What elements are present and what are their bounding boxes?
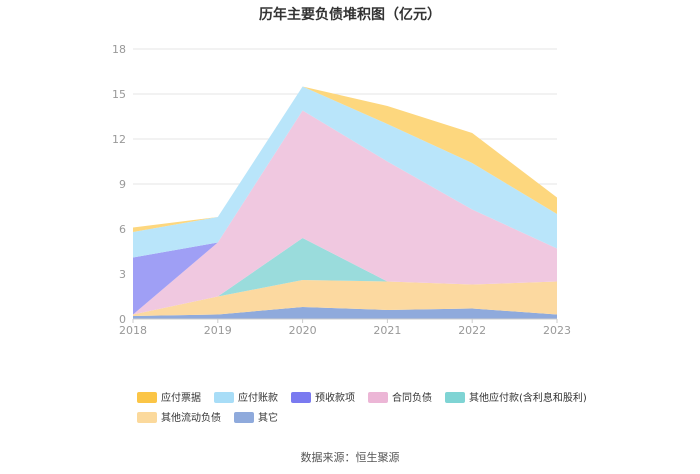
area-series-5 xyxy=(133,86,557,258)
legend-label: 其他应付款(含利息和股利) xyxy=(469,391,587,404)
area-series-2 xyxy=(133,238,557,315)
y-tick-label: 18 xyxy=(112,43,126,56)
legend-swatch xyxy=(137,412,157,423)
legend: 应付票据 应付账款 预收款项 合同负债 其他应付款(含利息和股利) 其他流动负债 其它 xyxy=(137,391,587,424)
legend-swatch xyxy=(137,392,157,403)
stacked-areas xyxy=(133,86,557,319)
y-tick-label: 3 xyxy=(119,268,126,281)
area-series-0 xyxy=(133,307,557,319)
legend-label: 应付账款 xyxy=(238,391,278,404)
legend-swatch xyxy=(445,392,465,403)
area-series-6 xyxy=(133,86,557,232)
legend-label: 其他流动负债 xyxy=(161,411,221,424)
legend-swatch xyxy=(291,392,311,403)
x-tick-label: 2023 xyxy=(543,324,571,337)
x-tick-label: 2021 xyxy=(373,324,401,337)
legend-label: 合同负债 xyxy=(392,391,432,404)
y-tick-label: 6 xyxy=(119,223,126,236)
chart-title: 历年主要负债堆积图（亿元） xyxy=(259,6,441,23)
x-tick-label: 2018 xyxy=(119,324,147,337)
axes: 0 3 6 9 12 15 18 2018 2019 2020 2021 2022 2023 xyxy=(112,43,571,337)
y-tick-label: 0 xyxy=(119,313,126,326)
area-series-1 xyxy=(133,280,557,316)
area-series-3 xyxy=(133,110,557,315)
legend-swatch xyxy=(234,412,254,423)
legend-label: 应付票据 xyxy=(161,391,201,404)
y-tick-label: 9 xyxy=(119,178,126,191)
legend-swatch xyxy=(214,392,234,403)
source-note: 数据来源：恒生聚源 xyxy=(301,450,400,464)
legend-label: 预收款项 xyxy=(315,391,355,404)
y-tick-label: 12 xyxy=(112,133,126,146)
y-tick-label: 15 xyxy=(112,88,126,101)
legend-label: 其它 xyxy=(258,411,278,424)
x-tick-label: 2020 xyxy=(289,324,317,337)
x-tick-label: 2022 xyxy=(458,324,486,337)
x-tick-label: 2019 xyxy=(204,324,232,337)
legend-swatch xyxy=(368,392,388,403)
